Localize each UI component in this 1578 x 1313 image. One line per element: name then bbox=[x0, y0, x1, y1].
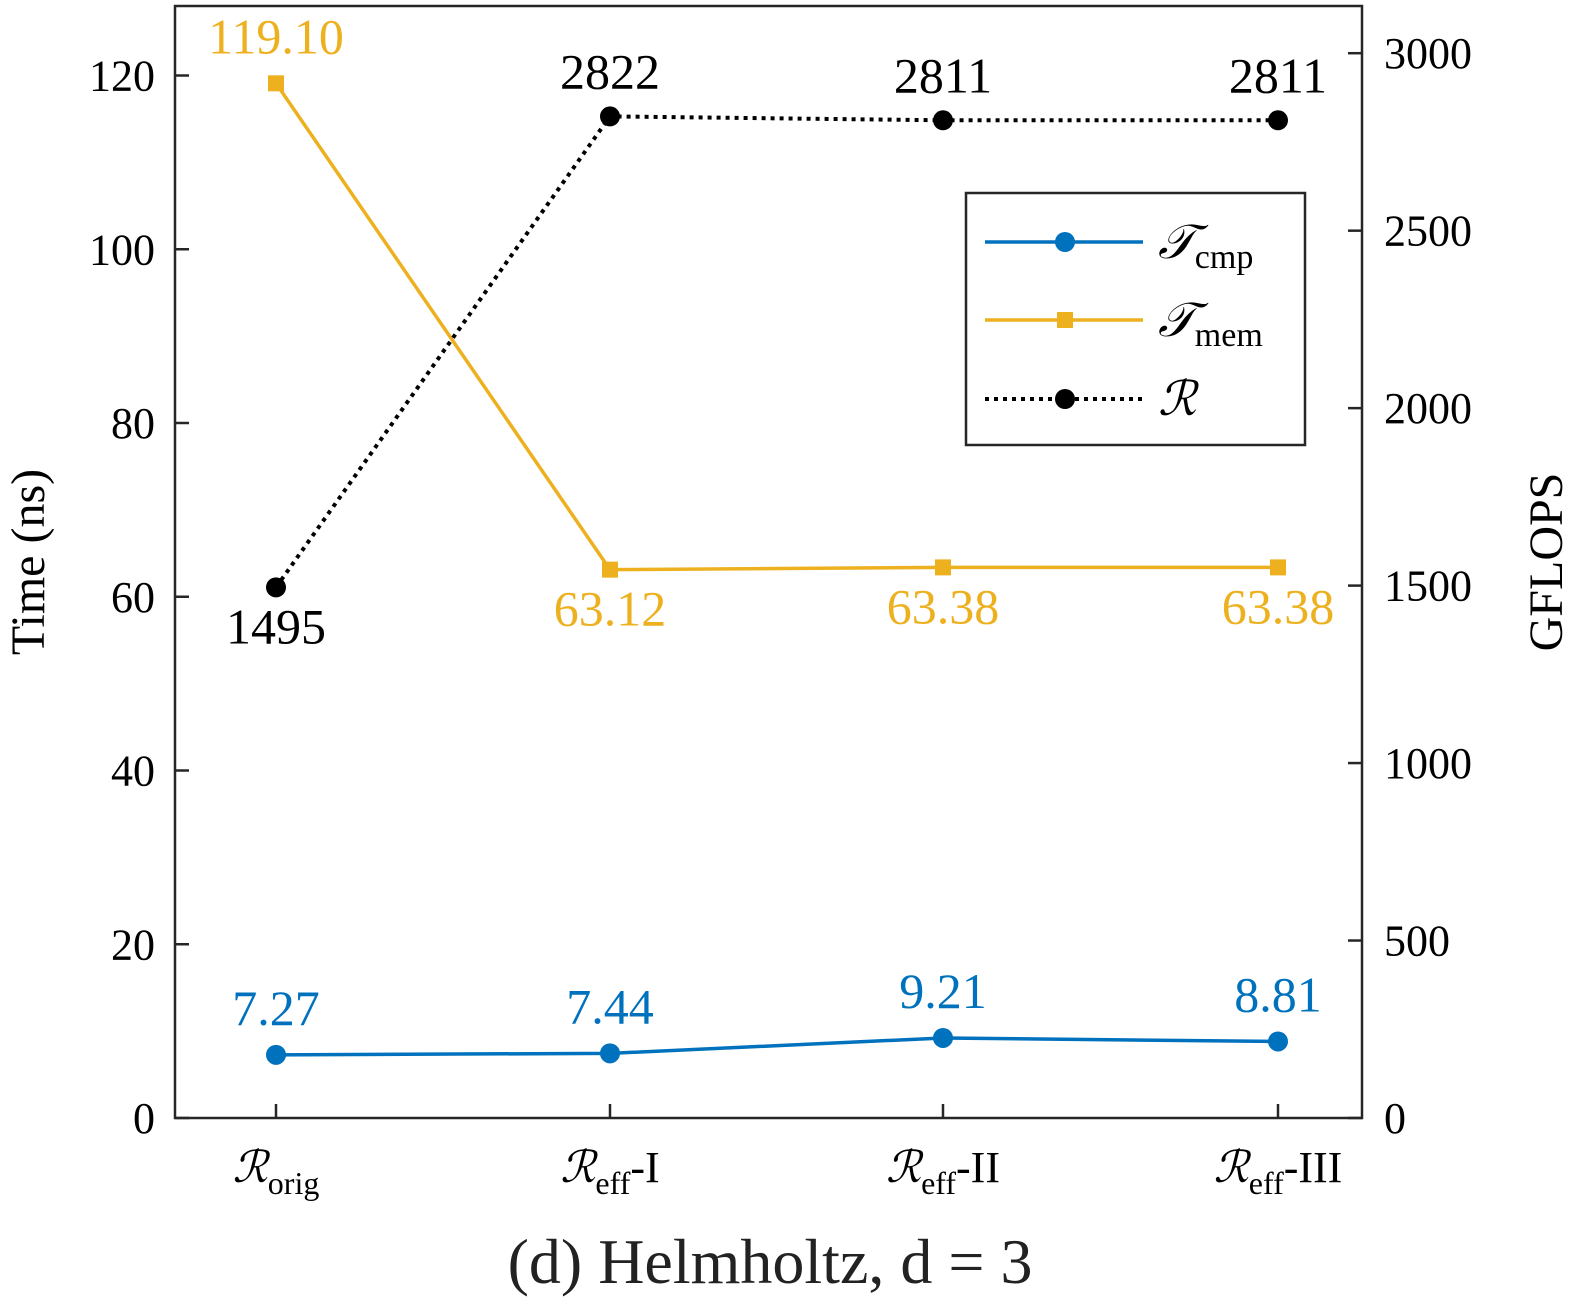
left-tick-label: 20 bbox=[111, 920, 155, 969]
data-point bbox=[935, 559, 951, 576]
data-point bbox=[266, 577, 286, 598]
right-tick-label: 500 bbox=[1384, 917, 1450, 966]
data-label: 63.38 bbox=[1222, 578, 1335, 634]
x-tick-label: ℛeff-III bbox=[1214, 1143, 1343, 1201]
data-label: 119.10 bbox=[208, 8, 344, 64]
x-tick-label: ℛeff-I bbox=[560, 1143, 659, 1201]
data-label: 7.44 bbox=[566, 978, 654, 1034]
right-tick-label: 1000 bbox=[1384, 739, 1472, 788]
data-point bbox=[600, 106, 620, 127]
series-line-R bbox=[274, 114, 1278, 589]
data-point bbox=[266, 1044, 286, 1065]
data-label: 7.27 bbox=[232, 980, 320, 1036]
data-label: 8.81 bbox=[1234, 966, 1322, 1022]
legend-marker bbox=[1055, 232, 1075, 252]
data-point bbox=[602, 561, 618, 578]
plot-frame bbox=[173, 4, 1364, 1120]
data-label: 2811 bbox=[1229, 47, 1327, 103]
left-tick-label: 100 bbox=[89, 225, 155, 274]
data-label: 63.38 bbox=[887, 578, 1000, 634]
data-point bbox=[1268, 1031, 1288, 1052]
series-layer bbox=[266, 75, 1288, 1065]
y-axis-left-title: Time (ns) bbox=[2, 469, 55, 655]
right-tick-label: 3000 bbox=[1384, 29, 1472, 78]
legend-label: 𝒯cmp bbox=[1158, 216, 1253, 276]
data-label: 63.12 bbox=[554, 581, 667, 637]
left-tick-label: 80 bbox=[111, 399, 155, 448]
legend-marker bbox=[1057, 312, 1073, 328]
legend-marker bbox=[1055, 389, 1075, 409]
left-tick-label: 40 bbox=[111, 747, 155, 796]
right-tick-label: 0 bbox=[1384, 1094, 1406, 1143]
data-label: 1495 bbox=[226, 598, 326, 654]
data-point bbox=[600, 1043, 620, 1064]
series-line-T_mem bbox=[274, 82, 1278, 572]
x-tick-label: ℛorig bbox=[233, 1143, 320, 1201]
x-tick-label: ℛeff-II bbox=[886, 1143, 1000, 1201]
right-tick-label: 2000 bbox=[1384, 384, 1472, 433]
series-line-T_cmp bbox=[275, 1036, 1279, 1057]
legend-label: ℛ bbox=[1158, 373, 1200, 426]
data-point bbox=[1268, 110, 1288, 131]
figure-caption: (d) Helmholtz, d = 3 bbox=[508, 1226, 1033, 1297]
left-tick-label: 60 bbox=[111, 573, 155, 622]
data-label: 9.21 bbox=[899, 963, 987, 1019]
data-point bbox=[933, 110, 953, 131]
data-labels: 7.27 7.44 9.21 8.81 119.10 63.12 63.38 63.38 149… bbox=[208, 8, 1334, 1036]
y-axis-right-title: GFLOPS bbox=[1520, 473, 1573, 652]
data-point bbox=[933, 1027, 953, 1048]
data-label: 2822 bbox=[560, 43, 660, 99]
left-tick-label: 120 bbox=[89, 52, 155, 101]
axes: 0 20 40 60 80 100 120 0 500 1000 1500 2000 2500 3000 ℛ… bbox=[2, 4, 1573, 1201]
right-tick-label: 2500 bbox=[1384, 207, 1472, 256]
data-point bbox=[1270, 559, 1286, 576]
data-label: 2811 bbox=[894, 47, 992, 103]
left-tick-label: 0 bbox=[133, 1094, 155, 1143]
right-tick-label: 1500 bbox=[1384, 562, 1472, 611]
data-point bbox=[268, 75, 284, 92]
